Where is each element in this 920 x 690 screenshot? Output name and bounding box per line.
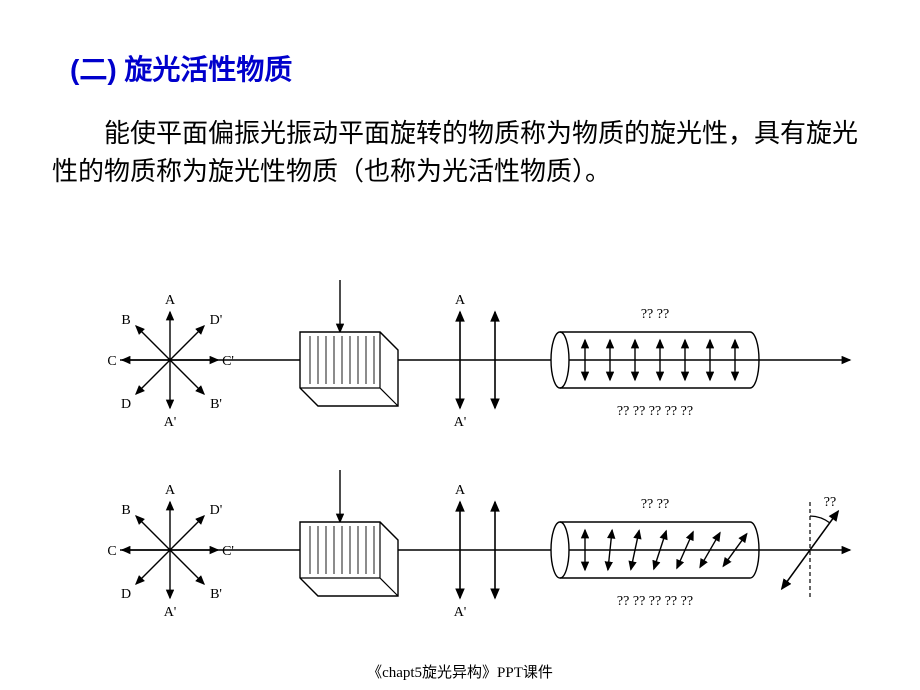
star-label: C bbox=[107, 354, 116, 369]
tube-bottom-label: ?? ?? ?? ?? ?? bbox=[617, 594, 693, 609]
star-label: D' bbox=[210, 313, 223, 328]
angle-label: ?? bbox=[824, 495, 836, 510]
section-title: (二) 旋光活性物质 bbox=[70, 48, 292, 88]
star-label: C bbox=[107, 544, 116, 559]
polarized-arrow-1: A A' bbox=[454, 293, 467, 430]
slide-footer: 《chapt5旋光异构》PPT课件 bbox=[0, 661, 920, 682]
a-label: A bbox=[455, 293, 466, 308]
tube-top-label: ?? ?? bbox=[641, 307, 669, 322]
sample-tube: ?? ?? ?? ?? ?? ?? ?? bbox=[551, 307, 759, 419]
star-label: B bbox=[121, 503, 130, 518]
star-label: B' bbox=[210, 587, 222, 602]
polarizer-prism bbox=[300, 280, 398, 406]
star-label: B bbox=[121, 313, 130, 328]
star-label: C' bbox=[222, 544, 234, 559]
star-label: D bbox=[121, 587, 131, 602]
polarizer-prism bbox=[300, 470, 398, 596]
optical-rotation-diagram: A B C D A' B' C' D' A A' ?? ?? bbox=[90, 260, 870, 660]
star-label: D' bbox=[210, 503, 223, 518]
star-label: C' bbox=[222, 354, 234, 369]
unpolarized-light-star: A B C D A' B' C' D' bbox=[107, 483, 234, 620]
star-label: A' bbox=[164, 415, 177, 430]
a-label: A' bbox=[454, 415, 467, 430]
rotated-output: ?? bbox=[782, 495, 838, 598]
sample-tube-active: ?? ?? ?? ?? ?? ?? ?? bbox=[551, 497, 759, 609]
star-label: D bbox=[121, 397, 131, 412]
tube-top-label: ?? ?? bbox=[641, 497, 669, 512]
body-paragraph: 能使平面偏振光振动平面旋转的物质称为物质的旋光性，具有旋光性的物质称为旋光性物质… bbox=[52, 115, 872, 190]
tube-bottom-label: ?? ?? ?? ?? ?? bbox=[617, 404, 693, 419]
star-label: A bbox=[165, 483, 176, 498]
a-label: A bbox=[455, 483, 466, 498]
unpolarized-light-star: A B C D A' B' C' D' bbox=[107, 293, 234, 430]
star-label: B' bbox=[210, 397, 222, 412]
star-label: A' bbox=[164, 605, 177, 620]
a-label: A' bbox=[454, 605, 467, 620]
polarized-arrow-1: A A' bbox=[454, 483, 467, 620]
star-label: A bbox=[165, 293, 176, 308]
